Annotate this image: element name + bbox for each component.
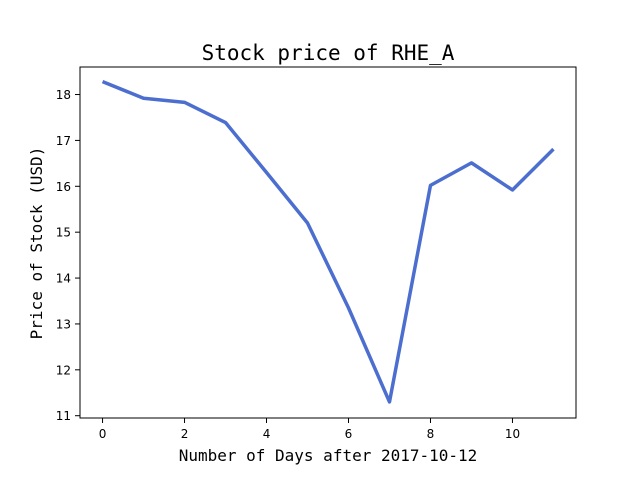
x-axis-label: Number of Days after 2017-10-12	[179, 446, 478, 465]
y-tick-label: 16	[56, 180, 71, 194]
y-tick-label: 14	[56, 272, 71, 286]
x-axis: 0 2 4 6 8 10	[99, 418, 520, 441]
x-tick-label: 8	[427, 427, 435, 441]
chart-title: Stock price of RHE_A	[202, 41, 455, 65]
y-tick-label: 17	[56, 134, 71, 148]
x-tick-label: 10	[505, 427, 520, 441]
series-layer	[101, 80, 555, 404]
y-tick-label: 15	[56, 226, 71, 240]
y-tick-label: 11	[56, 409, 71, 423]
y-tick-label: 18	[56, 88, 71, 102]
y-axis-label: Price of Stock (USD)	[27, 147, 46, 340]
x-tick-label: 0	[99, 427, 107, 441]
y-axis: 11 12 13 14 15 16 17 18	[56, 88, 80, 423]
x-tick-label: 6	[345, 427, 353, 441]
y-tick-label: 12	[56, 363, 71, 377]
x-tick-label: 4	[263, 427, 271, 441]
x-tick-label: 2	[181, 427, 189, 441]
y-tick-label: 13	[56, 317, 71, 331]
plot-area	[79, 66, 577, 419]
price-series-line	[101, 80, 555, 404]
